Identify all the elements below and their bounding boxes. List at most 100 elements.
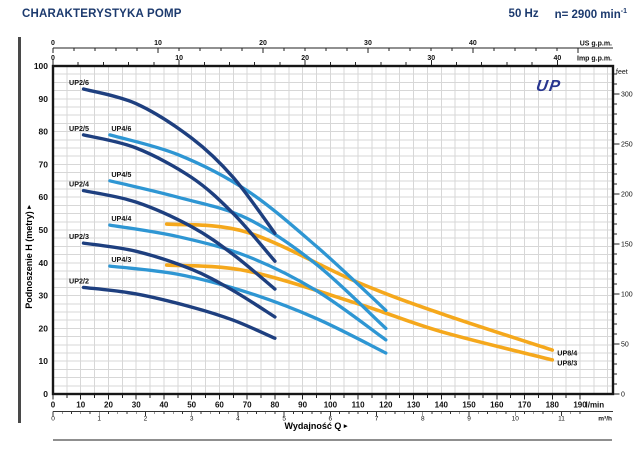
svg-text:40: 40: [159, 401, 168, 410]
svg-text:10: 10: [39, 356, 49, 366]
svg-text:Imp g.p.m.: Imp g.p.m.: [577, 56, 612, 63]
curve-label-UP2/4: UP2/4: [69, 180, 89, 189]
curve-UP2/5: [81, 133, 277, 263]
svg-text:40: 40: [553, 55, 561, 62]
svg-text:m³/h: m³/h: [598, 416, 612, 423]
curve-UP4/4: [108, 223, 388, 342]
svg-text:30: 30: [132, 401, 141, 410]
svg-text:100: 100: [34, 61, 48, 71]
svg-text:90: 90: [298, 401, 307, 410]
svg-text:30: 30: [427, 55, 435, 62]
svg-text:160: 160: [490, 401, 504, 410]
svg-text:US g.p.m.: US g.p.m.: [580, 41, 612, 48]
svg-text:30: 30: [39, 291, 49, 301]
curve-UP2/4: [81, 188, 277, 291]
page-title: CHARAKTERYSTYKA POMP: [22, 8, 182, 20]
section-divider-bar: [18, 37, 21, 423]
svg-text:0: 0: [43, 389, 48, 399]
svg-text:130: 130: [407, 401, 421, 410]
brand-logo: UP: [534, 78, 563, 95]
svg-text:5: 5: [282, 416, 286, 423]
svg-text:0: 0: [621, 392, 625, 399]
feet-axis: 0 50 100 150 200 250 300 feet: [614, 69, 633, 399]
svg-text:90: 90: [39, 94, 49, 104]
curve-label-UP4/4: UP4/4: [111, 214, 131, 223]
curve-UP4/5: [108, 179, 388, 331]
curve-label-UP4/6: UP4/6: [111, 124, 131, 133]
svg-text:50: 50: [39, 225, 49, 235]
svg-text:3: 3: [190, 416, 194, 423]
svg-text:150: 150: [462, 401, 476, 410]
svg-text:170: 170: [518, 401, 532, 410]
svg-text:10: 10: [154, 40, 162, 47]
svg-text:20: 20: [104, 401, 113, 410]
curve-labels: UP2/6 UP2/5 UP2/4 UP2/3 UP2/2 UP4/6 UP4/5 UP4/4…: [69, 78, 577, 367]
svg-text:0: 0: [51, 416, 55, 423]
curve-label-UP8/4: UP8/4: [557, 349, 577, 358]
svg-text:20: 20: [259, 40, 267, 47]
svg-text:0: 0: [51, 401, 56, 410]
speed-exponent: -1: [620, 8, 627, 15]
x-axis-title: Wydajność Q ▸: [284, 421, 348, 431]
h-axis: 0 10 20 30 40 50 60 70 80 90 100: [34, 61, 48, 399]
curve-UP2/6: [81, 87, 277, 235]
svg-text:300: 300: [621, 92, 633, 99]
svg-text:50: 50: [187, 401, 196, 410]
svg-text:60: 60: [39, 192, 49, 202]
imp-gpm-axis: 0 10 20 30 40 Imp g.p.m.: [51, 55, 612, 65]
right-arrow-icon: ▸: [343, 423, 348, 430]
svg-text:1: 1: [97, 416, 101, 423]
curves-layer: [81, 87, 555, 362]
svg-text:0: 0: [51, 40, 55, 47]
curve-label-UP8/3: UP8/3: [557, 358, 577, 367]
svg-text:2: 2: [144, 416, 148, 423]
curve-UP4/3: [108, 264, 388, 355]
svg-text:80: 80: [39, 127, 49, 137]
svg-text:10: 10: [76, 401, 85, 410]
plot-frame: [51, 64, 615, 396]
svg-text:6: 6: [329, 416, 333, 423]
svg-text:80: 80: [270, 401, 279, 410]
svg-text:70: 70: [39, 159, 49, 169]
svg-text:4: 4: [236, 416, 240, 423]
curve-label-UP4/3: UP4/3: [111, 255, 131, 264]
speed-label: n= 2900 min-1: [554, 8, 627, 21]
svg-text:110: 110: [352, 401, 365, 410]
curve-label-UP2/3: UP2/3: [69, 232, 89, 241]
curve-UP2/3: [81, 241, 277, 319]
svg-text:0: 0: [51, 55, 55, 62]
svg-text:100: 100: [324, 401, 338, 410]
svg-text:190: 190: [573, 401, 587, 410]
svg-text:180: 180: [546, 401, 560, 410]
frequency-label: 50 Hz: [508, 8, 539, 20]
svg-text:70: 70: [243, 401, 252, 410]
svg-text:140: 140: [435, 401, 449, 410]
svg-text:10: 10: [512, 416, 520, 423]
curve-UP2/2: [81, 285, 277, 340]
curve-label-UP2/5: UP2/5: [69, 124, 89, 133]
svg-text:7: 7: [375, 416, 379, 423]
svg-text:11: 11: [558, 416, 565, 423]
svg-text:feet: feet: [616, 69, 628, 76]
svg-text:100: 100: [621, 292, 633, 299]
m3h-axis: 0 1 2 3 4 5 6 7 8 9 10 11 m³/h: [51, 411, 613, 423]
svg-text:40: 40: [469, 40, 477, 47]
svg-text:8: 8: [421, 416, 425, 423]
svg-text:10: 10: [175, 55, 183, 62]
svg-text:40: 40: [39, 258, 49, 268]
bottom-rule: [53, 439, 612, 441]
curve-label-UP2/6: UP2/6: [69, 78, 89, 87]
header-right: 50 Hz n= 2900 min-1: [509, 8, 627, 21]
svg-text:200: 200: [621, 192, 633, 199]
svg-text:20: 20: [301, 55, 309, 62]
svg-text:30: 30: [364, 40, 372, 47]
svg-text:9: 9: [467, 416, 471, 423]
svg-text:50: 50: [621, 342, 629, 349]
lmin-axis: 0 10 20 30 40 50 60 70 80 90 100 110 120 130 140 150 160…: [51, 395, 605, 410]
svg-text:120: 120: [379, 401, 393, 410]
svg-text:l/min: l/min: [586, 401, 605, 410]
svg-text:150: 150: [621, 242, 633, 249]
curve-label-UP2/2: UP2/2: [69, 276, 89, 285]
